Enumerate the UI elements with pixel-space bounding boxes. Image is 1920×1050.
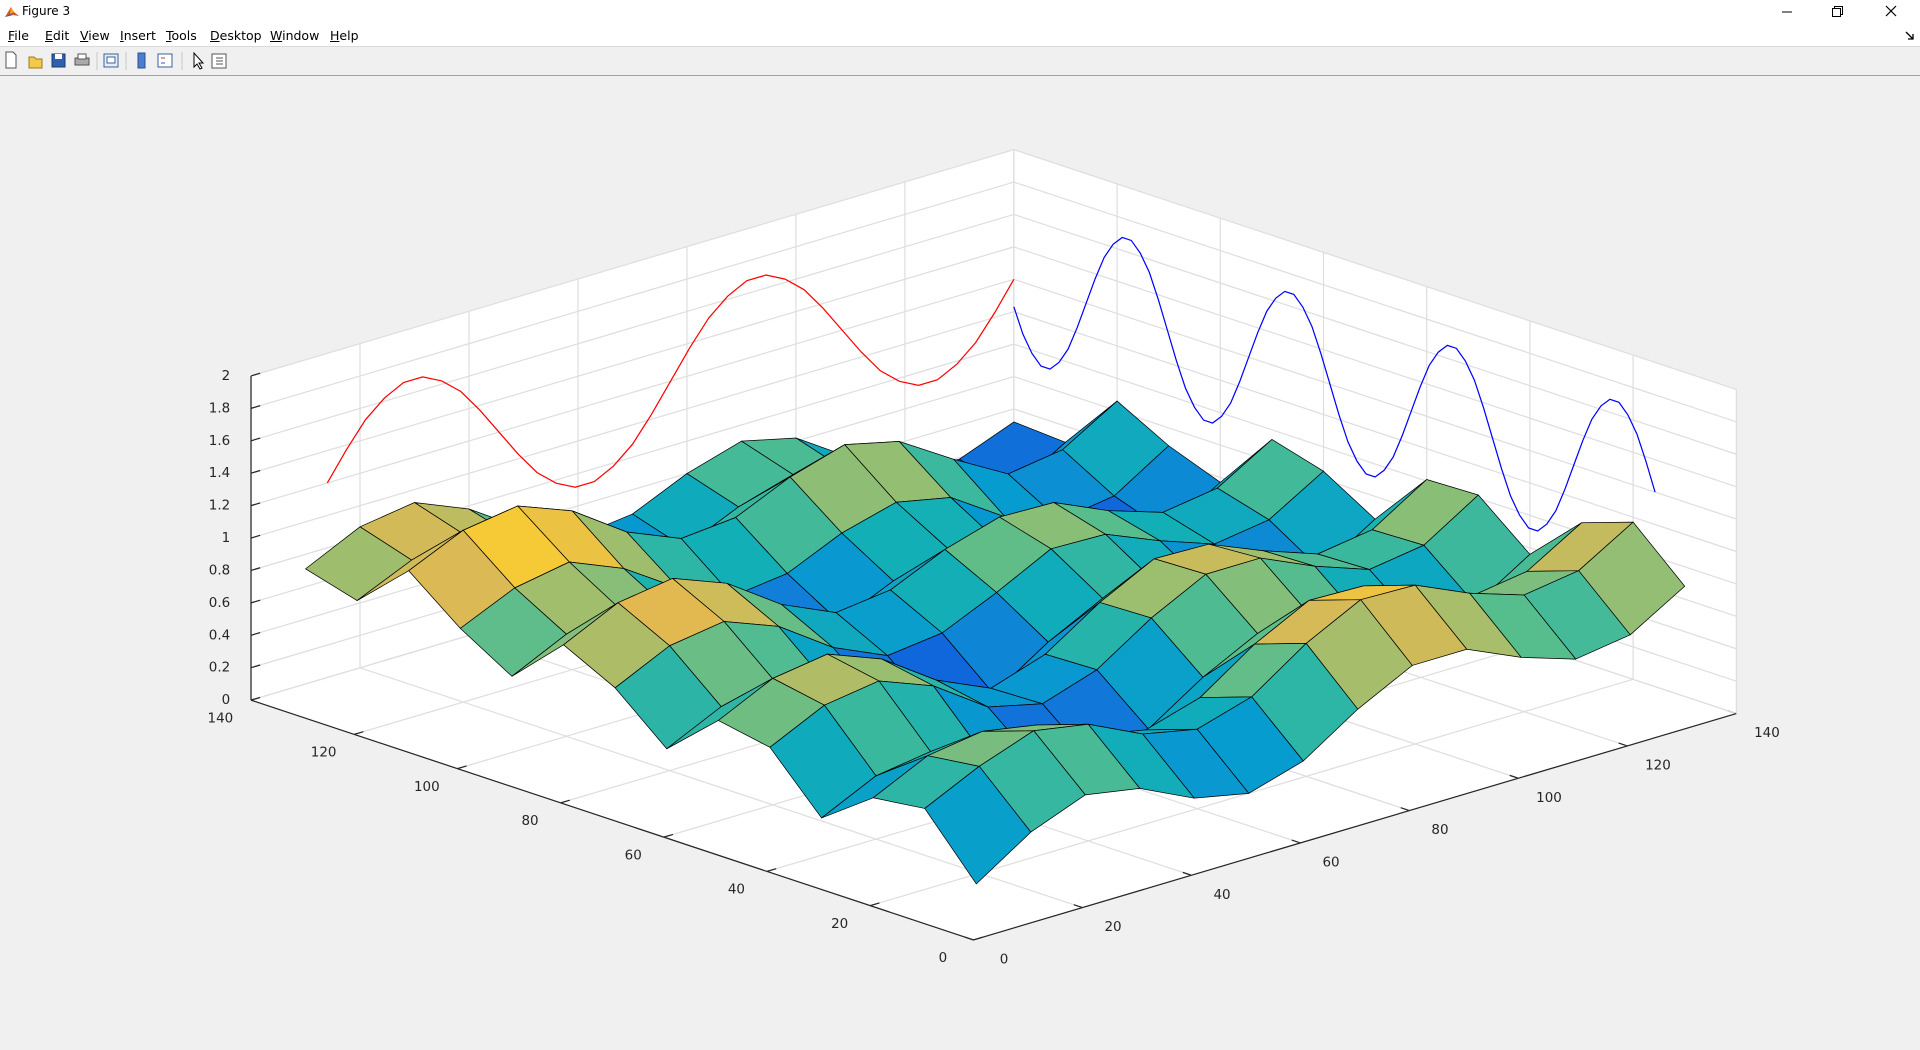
tick-mark xyxy=(250,502,261,507)
colorbar-button[interactable] xyxy=(137,52,146,69)
tick-mark xyxy=(250,405,261,409)
tick-mark xyxy=(560,799,570,804)
z-tick-label: 1.2 xyxy=(209,499,230,514)
z-tick-label: 1.8 xyxy=(209,401,230,416)
y-axis-line xyxy=(250,699,974,941)
new-figure-button[interactable] xyxy=(5,51,17,69)
grid-line xyxy=(250,246,1015,474)
y-tick-label: 140 xyxy=(208,711,234,726)
y-tick-label: 100 xyxy=(414,780,440,795)
toolbar-icons xyxy=(5,51,227,70)
tick-mark xyxy=(1073,904,1083,909)
tick-mark xyxy=(250,631,261,636)
restore-button[interactable] xyxy=(1832,6,1843,17)
window-title: Figure 3 xyxy=(22,4,71,18)
x-tick-label: 40 xyxy=(1213,888,1230,903)
menu-item[interactable]: Help xyxy=(330,28,359,43)
x-tick-label: 120 xyxy=(1645,758,1671,773)
tick-mark xyxy=(250,372,261,377)
y-tick-label: 80 xyxy=(521,814,538,829)
grid-line xyxy=(250,311,1015,539)
grid-line xyxy=(250,181,1015,409)
tick-mark xyxy=(1291,839,1301,844)
grid-line xyxy=(1013,181,1737,423)
tick-mark xyxy=(457,765,467,770)
z-tick-label: 2 xyxy=(222,369,231,384)
tick-mark xyxy=(250,469,261,474)
property-inspector-button[interactable] xyxy=(211,53,227,69)
tick-mark xyxy=(250,437,261,442)
grid-line xyxy=(870,678,1634,907)
app-icon xyxy=(5,7,19,17)
x-tick-label: 20 xyxy=(1104,920,1121,935)
legend-button[interactable] xyxy=(157,53,173,68)
y-tick-label: 20 xyxy=(831,917,848,932)
tick-mark xyxy=(250,567,261,572)
z-tick-label: 1.4 xyxy=(209,466,230,481)
tick-mark xyxy=(870,902,880,907)
tick-mark xyxy=(250,696,261,701)
grid-line xyxy=(359,667,1083,909)
dock-button[interactable] xyxy=(1904,30,1916,42)
x-tick-label: 100 xyxy=(1536,791,1562,806)
x-tick-label: 60 xyxy=(1322,855,1339,870)
z-tick-label: 0.2 xyxy=(209,661,230,676)
y-tick-label: 60 xyxy=(625,848,642,863)
x-tick-label: 0 xyxy=(1000,952,1009,967)
print-button[interactable] xyxy=(74,53,90,66)
menu-item[interactable]: Tools xyxy=(166,28,197,43)
tick-mark xyxy=(766,868,777,872)
z-tick-label: 0.4 xyxy=(209,628,230,643)
link-plot-button[interactable] xyxy=(103,53,119,68)
x-tick-label: 140 xyxy=(1754,726,1780,741)
window-controls xyxy=(1782,5,1897,17)
grid-line xyxy=(1013,213,1737,455)
grid-line xyxy=(250,278,1015,507)
toolbar xyxy=(0,46,1920,76)
menu-item[interactable]: File xyxy=(8,28,29,43)
grid-line xyxy=(250,149,1015,377)
y-tick-label: 40 xyxy=(728,883,745,898)
menu-bar: File Edit View Insert Tools Desktop Wind… xyxy=(0,24,1920,46)
z-tick-label: 1 xyxy=(222,531,231,546)
menu-item[interactable]: Edit xyxy=(45,28,70,43)
wall-curve xyxy=(326,274,1015,488)
menu-item[interactable]: Insert xyxy=(120,28,156,43)
wall-curve xyxy=(1013,236,1656,532)
close-button[interactable] xyxy=(1885,5,1897,17)
menu-item[interactable]: Desktop xyxy=(210,28,262,43)
tick-mark xyxy=(1400,807,1410,812)
surface xyxy=(305,400,1686,885)
grid-line xyxy=(1013,278,1737,520)
surface-patch xyxy=(924,765,1032,885)
grid-line xyxy=(250,213,1015,442)
y-tick-label: 0 xyxy=(939,951,948,966)
tick-mark xyxy=(354,731,364,735)
open-button[interactable] xyxy=(28,56,43,69)
save-button[interactable] xyxy=(51,53,66,68)
grid-line xyxy=(1013,311,1737,553)
z-tick-label: 1.6 xyxy=(209,434,230,449)
z-tick-label: 0 xyxy=(222,693,231,708)
grid-line xyxy=(1013,246,1737,488)
figure-canvas: 0 20 40 60 80 100 120 140 0 20 40 60 80 100 120 140 0 0.2… xyxy=(208,149,1780,967)
z-tick-label: 0.8 xyxy=(209,563,230,578)
tick-mark xyxy=(1182,871,1192,876)
x-tick-label: 80 xyxy=(1431,823,1448,838)
tick-mark xyxy=(1509,774,1519,779)
tick-mark xyxy=(250,664,261,669)
tick-mark xyxy=(663,833,674,838)
z-tick-label: 0.6 xyxy=(209,596,230,611)
edit-plot-button[interactable] xyxy=(193,51,205,70)
grid-line xyxy=(1013,149,1737,390)
title-bar: Figure 3 xyxy=(0,0,1920,24)
tick-mark xyxy=(250,534,261,539)
menu-item[interactable]: Window xyxy=(270,28,320,43)
tick-mark xyxy=(250,599,261,604)
tick-mark xyxy=(1618,742,1628,747)
menu-item[interactable]: View xyxy=(80,28,110,43)
y-tick-label: 120 xyxy=(311,746,337,761)
x-axis-line xyxy=(973,712,1737,941)
